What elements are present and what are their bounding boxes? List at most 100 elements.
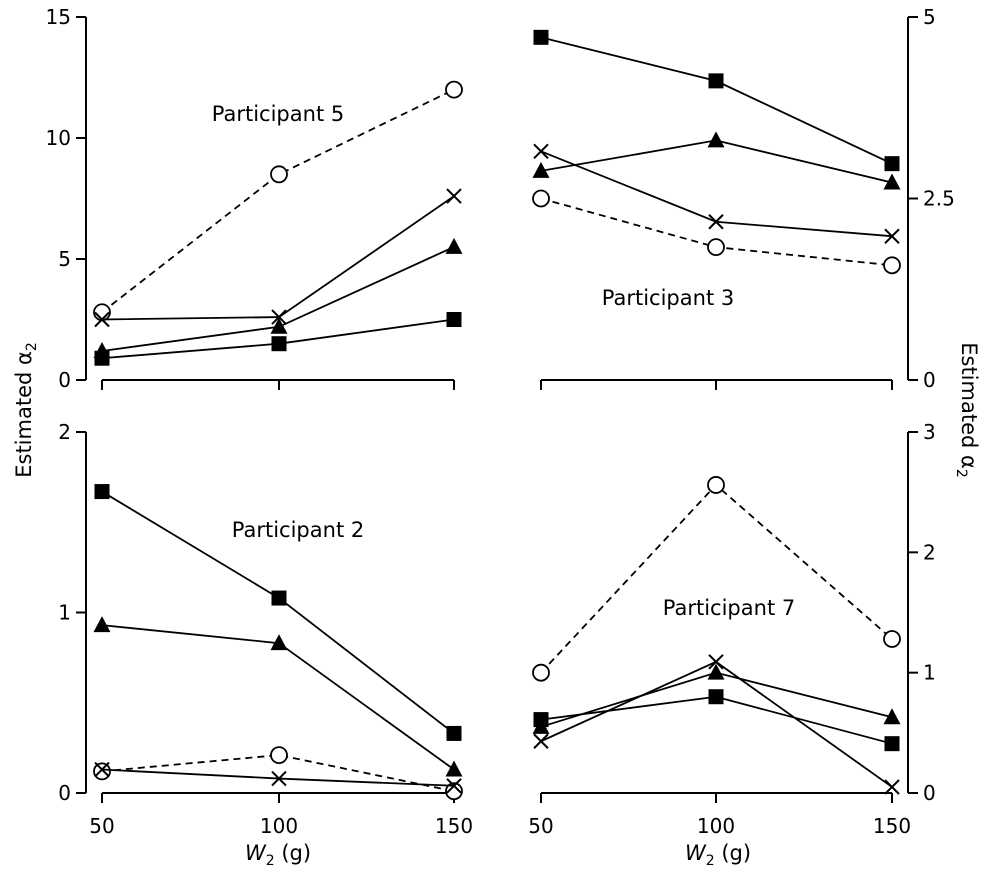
x-tick-label: 100 <box>697 814 735 838</box>
data-point-square <box>446 725 462 741</box>
data-point-cross <box>708 214 724 230</box>
data-point-cross <box>446 778 462 794</box>
cross-stroke <box>884 779 900 795</box>
y-tick-label: 1 <box>923 661 936 685</box>
cross-stroke <box>446 778 462 794</box>
data-point-circle <box>707 238 725 257</box>
y-tick-label: 2 <box>923 540 936 564</box>
x-tick-label: 150 <box>435 814 473 838</box>
right-y-axis-label-main: Estimated α <box>957 342 981 469</box>
data-point-circle <box>445 782 463 801</box>
left-x-axis-label-unit: (g) <box>275 841 311 865</box>
data-point-triangle <box>93 616 111 633</box>
data-point-square <box>94 350 110 366</box>
data-point-circle <box>532 663 550 682</box>
cross-stroke <box>708 214 724 230</box>
y-tick-label: 5 <box>923 5 936 29</box>
y-tick-label: 5 <box>58 247 71 271</box>
data-point-square <box>446 312 462 327</box>
cross-stroke <box>271 309 287 325</box>
left-x-axis-label: W2 (g) <box>245 841 311 869</box>
data-point-square <box>94 484 110 500</box>
x-tick-label: 50 <box>89 814 114 838</box>
y-tick-label: 10 <box>46 126 71 150</box>
left-x-axis-label-var: W <box>245 841 267 865</box>
cross-stroke <box>884 228 900 244</box>
data-point-triangle <box>883 708 901 725</box>
series-square <box>533 29 900 172</box>
participant-label: Participant 7 <box>663 596 795 620</box>
data-point-circle <box>532 189 550 208</box>
right-y-axis-label: Estimated α2 <box>953 342 981 478</box>
data-point-circle <box>270 165 288 184</box>
participant-label: Participant 2 <box>232 518 364 542</box>
y-tick-label: 1 <box>58 601 71 625</box>
left-y-axis-label-sub: 2 <box>24 342 40 351</box>
series-cross <box>533 654 900 795</box>
right-x-axis-label-unit: (g) <box>715 841 751 865</box>
data-point-square <box>884 156 900 172</box>
data-point-triangle <box>270 317 288 334</box>
series-circle <box>93 746 463 801</box>
data-point-square <box>708 73 724 89</box>
cross-stroke <box>533 143 549 160</box>
y-tick-label: 15 <box>46 5 71 29</box>
series-square <box>94 484 462 741</box>
cross-stroke <box>271 770 287 787</box>
y-tick-label: 3 <box>923 420 936 444</box>
data-point-cross <box>271 309 287 325</box>
x-tick-label: 50 <box>528 814 553 838</box>
data-point-triangle <box>883 173 901 190</box>
y-tick-label: 2.5 <box>923 187 955 211</box>
data-point-triangle <box>707 131 725 148</box>
data-point-circle <box>883 630 901 648</box>
x-tick-label: 150 <box>873 814 911 838</box>
data-point-cross <box>884 228 900 244</box>
data-point-square <box>884 736 900 752</box>
series-cross <box>94 188 462 328</box>
data-point-square <box>533 712 549 728</box>
series-circle <box>532 476 901 682</box>
data-point-circle <box>93 762 111 781</box>
series-line <box>101 88 455 313</box>
series-line <box>101 195 455 321</box>
data-point-cross <box>533 733 549 749</box>
data-point-cross <box>94 311 110 328</box>
panel-3: 0 1 2 50 100 150 Participant 2 <box>58 420 473 838</box>
panel-1: 0 5 10 15 Participant 5 <box>46 5 463 392</box>
data-point-cross <box>271 770 287 787</box>
data-point-circle <box>883 256 901 275</box>
panel-2: 0 2.5 5 Participant 3 <box>532 5 955 392</box>
cross-stroke <box>708 654 724 670</box>
data-point-square <box>271 336 287 352</box>
participant-label: Participant 3 <box>602 286 734 310</box>
left-y-axis-label: Estimated α2 <box>12 342 40 478</box>
data-point-circle <box>445 80 463 99</box>
data-point-triangle <box>270 634 288 651</box>
data-point-circle <box>93 303 111 322</box>
data-point-circle <box>707 476 725 494</box>
panel-4: 0 1 2 3 50 100 150 Participant 7 <box>528 420 935 838</box>
right-x-axis-label-var: W <box>685 841 707 865</box>
cross-stroke <box>446 188 462 204</box>
data-point-circle <box>270 746 288 764</box>
data-point-triangle <box>532 161 550 178</box>
cross-stroke <box>94 311 110 328</box>
series-triangle <box>532 131 901 190</box>
y-tick-label: 0 <box>58 368 71 392</box>
data-point-triangle <box>707 663 725 680</box>
series-cross <box>94 761 462 794</box>
series-cross <box>533 143 900 244</box>
left-x-axis-label-sub: 2 <box>266 853 275 869</box>
y-tick-label: 0 <box>58 781 71 805</box>
data-point-cross <box>446 188 462 204</box>
data-point-cross <box>884 779 900 795</box>
y-tick-label: 0 <box>923 781 936 805</box>
right-y-axis-label-sub: 2 <box>953 469 969 478</box>
data-point-cross <box>708 654 724 670</box>
data-point-square <box>533 29 549 45</box>
data-point-cross <box>94 761 110 778</box>
data-point-cross <box>533 143 549 160</box>
cross-stroke <box>94 761 110 778</box>
